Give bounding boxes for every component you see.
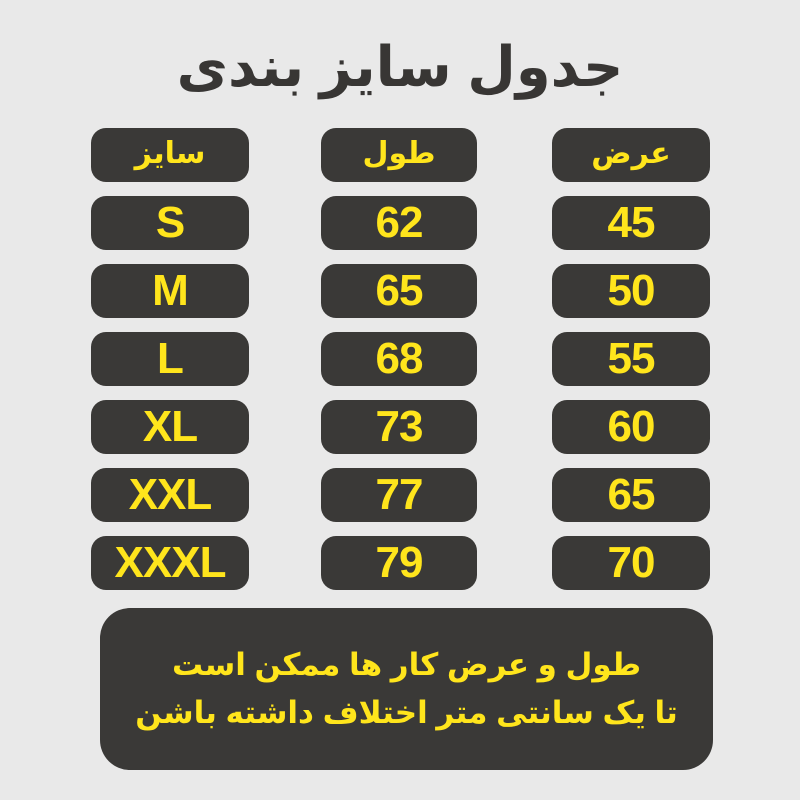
- size-table: سایز طول عرض S 62 45 M 65 50 L 68 55 XL …: [0, 128, 800, 604]
- table-row-m: M 65 50: [0, 264, 800, 318]
- cell-length: 73: [321, 400, 477, 454]
- header-size: سایز: [91, 128, 249, 182]
- cell-size: XXL: [91, 468, 249, 522]
- tolerance-note-line1: طول و عرض کار ها ممکن است: [171, 646, 642, 682]
- table-row-xxxl: XXXL 79 70: [0, 536, 800, 590]
- cell-length: 79: [321, 536, 477, 590]
- cell-size: XL: [91, 400, 249, 454]
- table-header-row: سایز طول عرض: [0, 128, 800, 182]
- header-width: عرض: [552, 128, 710, 182]
- cell-length: 62: [321, 196, 477, 250]
- tolerance-note: طول و عرض کار ها ممکن است تا یک سانتی مت…: [100, 608, 713, 770]
- page-title: جدول سایز بندی: [176, 35, 624, 98]
- table-row-xl: XL 73 60: [0, 400, 800, 454]
- cell-size: XXXL: [91, 536, 249, 590]
- cell-width: 70: [552, 536, 710, 590]
- cell-length: 68: [321, 332, 477, 386]
- cell-size: S: [91, 196, 249, 250]
- cell-length: 65: [321, 264, 477, 318]
- cell-width: 55: [552, 332, 710, 386]
- cell-width: 65: [552, 468, 710, 522]
- cell-size: L: [91, 332, 249, 386]
- header-length: طول: [321, 128, 477, 182]
- cell-length: 77: [321, 468, 477, 522]
- tolerance-note-line2: تا یک سانتی متر اختلاف داشته باشن: [135, 695, 678, 730]
- cell-size: M: [91, 264, 249, 318]
- table-row-xxl: XXL 77 65: [0, 468, 800, 522]
- cell-width: 50: [552, 264, 710, 318]
- cell-width: 60: [552, 400, 710, 454]
- table-row-s: S 62 45: [0, 196, 800, 250]
- table-row-l: L 68 55: [0, 332, 800, 386]
- cell-width: 45: [552, 196, 710, 250]
